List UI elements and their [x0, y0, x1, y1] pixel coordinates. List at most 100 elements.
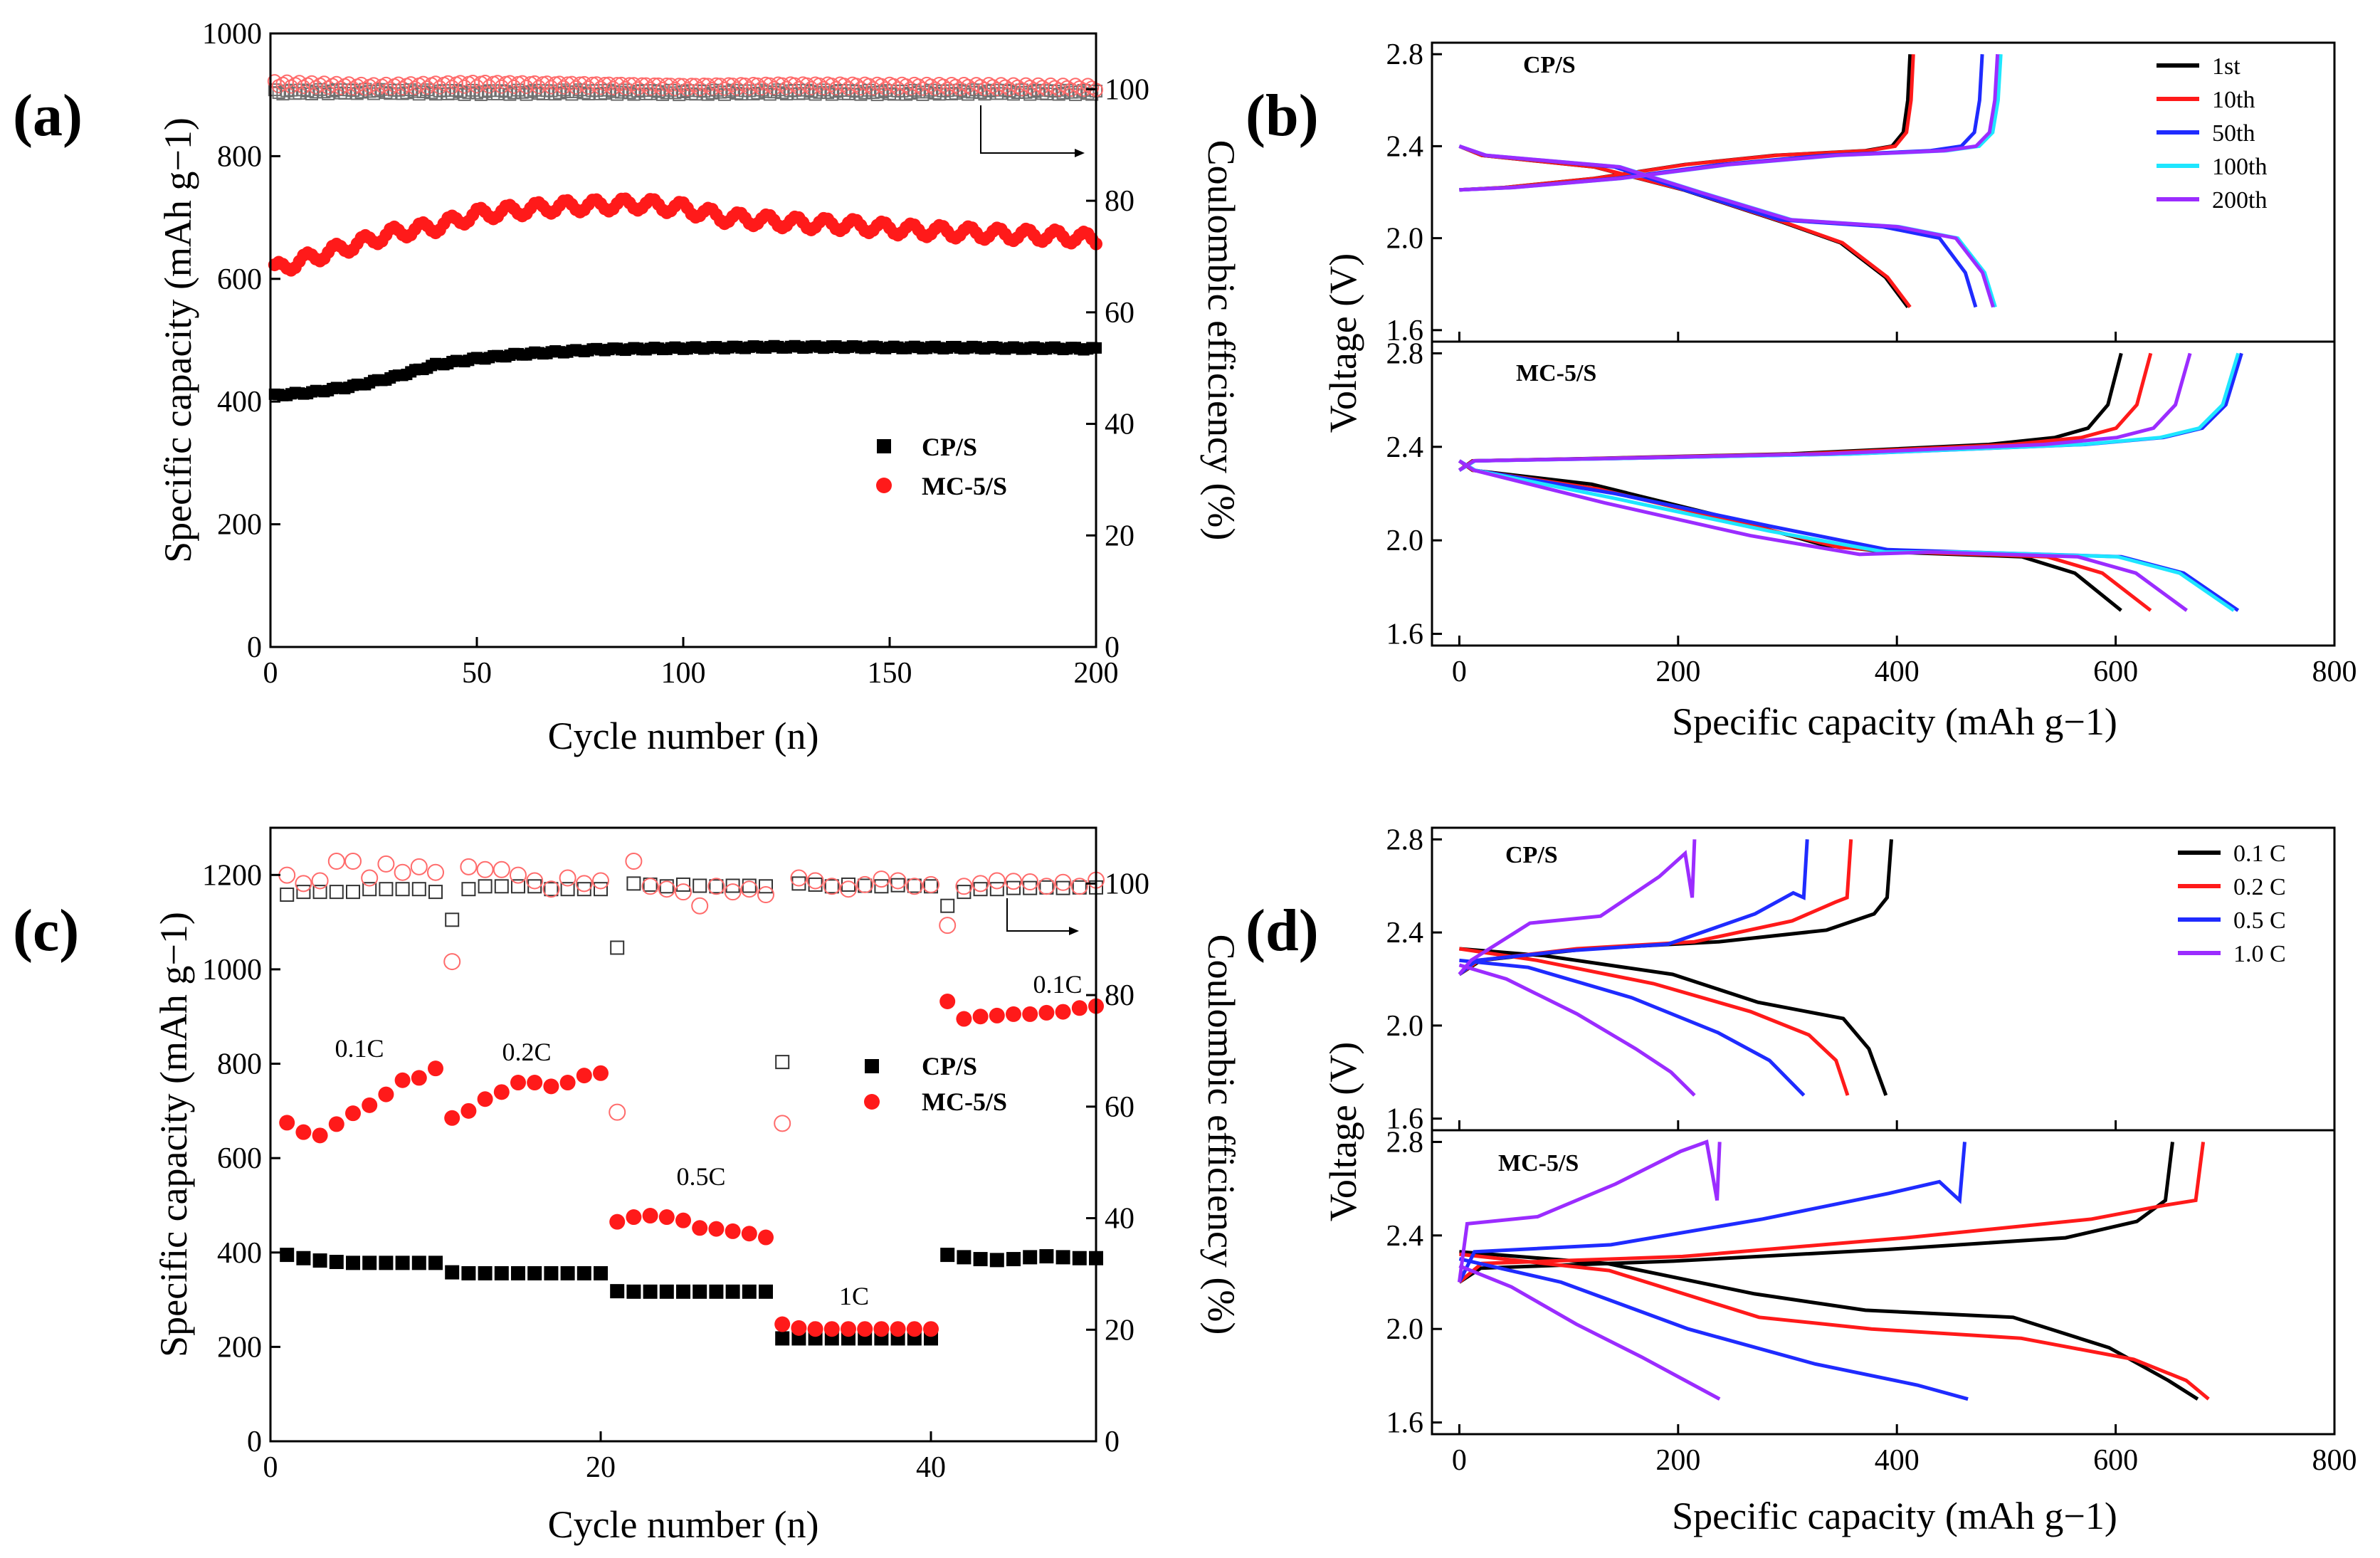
mc5s-ce-point	[939, 917, 957, 935]
cps-ce-point	[494, 879, 509, 894]
panel-c-plot-frame	[269, 826, 1097, 1443]
cps-ce-point	[561, 85, 574, 98]
a-ytick-label-3: 600	[217, 263, 262, 296]
mc5s-ce-point	[394, 863, 411, 881]
mc5s-ce-point	[641, 878, 659, 895]
panel-b-bottom-sublabel: MC-5/S	[1516, 360, 1596, 386]
cps-ce-point	[928, 86, 942, 100]
mc5s-ce-point	[774, 1115, 791, 1132]
mc5s-ce-point	[427, 863, 444, 881]
c-y2tick-label-5: 100	[1105, 868, 1149, 900]
mc5s-ce-point	[592, 872, 609, 890]
panel-c-legend-mc5s: MC-5/S	[922, 1088, 1007, 1116]
d-top-discharge-c01	[1459, 947, 1888, 1096]
cps-ce-point	[272, 86, 285, 100]
d-bottom-ytick-label-2: 2.4	[1386, 1220, 1424, 1253]
c-y2tick-label-4: 80	[1105, 979, 1134, 1012]
legend-label-c10: 1.0 C	[2233, 941, 2286, 967]
mc5s-ce-point	[790, 869, 808, 887]
a-ytick-label-1: 200	[217, 509, 262, 542]
mc5s-ce-point	[1038, 878, 1055, 895]
mc5s-ce-point	[972, 875, 989, 893]
rate-label-0.1c: 0.1C	[335, 1034, 384, 1063]
legend-label-first: 1st	[2212, 53, 2241, 80]
panel-c-legend: CP/S MC-5/S	[864, 1052, 1007, 1116]
d-top-ytick-label-2: 2.4	[1386, 917, 1424, 949]
cps-ce-point	[643, 87, 657, 100]
cps-capacity-point	[957, 1250, 972, 1265]
b-bottom-ytick-label-0: 1.6	[1386, 619, 1424, 651]
cps-ce-point	[362, 882, 377, 897]
mc5s-capacity-point	[642, 1208, 658, 1224]
mc5s-capacity-point	[890, 1321, 906, 1337]
d-top-discharge-c10	[1458, 963, 1696, 1097]
cps-capacity-point	[676, 1284, 690, 1299]
panel-c-ce-arrow	[1006, 898, 1076, 932]
c-y2tick-label-0: 0	[1105, 1426, 1120, 1458]
panel-b-ylabel: Voltage (V)	[1322, 253, 1364, 433]
cps-ce-point	[615, 85, 628, 99]
a-y2tick-label-3: 60	[1105, 297, 1134, 330]
cps-ce-point	[400, 86, 414, 100]
b-top-ytick-label-2: 2.4	[1386, 130, 1424, 163]
mc5s-ce-point	[460, 858, 478, 875]
cps-capacity-point	[379, 1256, 394, 1270]
cps-ce-point	[528, 83, 542, 97]
b-top-discharge-twohundredth	[1458, 144, 1995, 308]
panel-a: (a) 0 50 100 150 200020040060080010000204060…	[13, 18, 1243, 757]
legend-label-fiftieth: 50th	[2212, 120, 2255, 147]
b-top-ytick-label-1: 2.0	[1386, 223, 1424, 256]
mc5s-capacity-point	[394, 1072, 411, 1088]
mc5s-ce-point	[924, 78, 938, 93]
mc5s-capacity-point	[873, 1321, 890, 1337]
a-ytick-label-4: 800	[217, 140, 262, 173]
legend-marker-cps	[865, 1059, 879, 1073]
mc5s-ce-point	[922, 875, 939, 893]
panel-b-bottom-frame	[1431, 340, 2336, 647]
cps-ce-point	[1007, 88, 1020, 101]
mc5s-capacity-point	[741, 1226, 757, 1242]
panel-a-legend-mc5s: MC-5/S	[922, 472, 1007, 500]
cps-capacity-point	[1039, 1249, 1054, 1264]
cps-capacity-point	[461, 1265, 476, 1280]
cps-capacity-point	[759, 1284, 773, 1299]
cps-capacity-point	[1023, 1250, 1038, 1265]
mc5s-capacity-point	[543, 1078, 559, 1095]
panel-c-legend-cps: CP/S	[922, 1052, 977, 1080]
cps-ce-point	[379, 86, 393, 100]
a-xtick-label-4: 200	[1074, 657, 1119, 690]
cps-ce-point	[524, 85, 537, 98]
mc5s-capacity-point	[312, 1127, 328, 1144]
mc5s-ce-point	[740, 880, 758, 898]
d-bottom-xtick-label-3: 600	[2093, 1444, 2138, 1477]
mc5s-ce-point	[675, 883, 692, 901]
cps-ce-point	[379, 882, 394, 897]
mc5s-ce-point	[476, 860, 494, 878]
cps-ce-point	[312, 885, 327, 900]
cps-ce-point	[1011, 86, 1024, 100]
b-bottom-ytick-label-2: 2.4	[1386, 431, 1424, 464]
cps-ce-point	[515, 85, 529, 99]
d-bottom-xtick-label-0: 0	[1452, 1444, 1467, 1477]
cps-ce-point	[296, 885, 311, 900]
cps-ce-point	[445, 912, 460, 927]
cps-capacity-point	[511, 1265, 525, 1280]
rate-label-0.5c: 0.5C	[676, 1162, 725, 1191]
mc5s-capacity-point	[510, 1075, 526, 1091]
panel-d-top-curves	[1458, 839, 1893, 1097]
d-bottom-discharge-c02	[1459, 1252, 2210, 1401]
cps-ce-point	[404, 83, 418, 97]
a-y2tick-label-1: 20	[1105, 520, 1134, 552]
cps-ce-point	[850, 85, 863, 98]
mc5s-ce-point	[493, 860, 510, 878]
panel-d-bottom-frame	[1431, 1129, 2336, 1436]
d-top-charge-c10	[1458, 839, 1697, 976]
cps-ce-point	[659, 879, 674, 894]
b-bottom-xtick-label-2: 400	[1875, 656, 1920, 688]
d-bottom-xtick-label-1: 200	[1655, 1444, 1700, 1477]
cps-ce-point	[722, 85, 735, 99]
cps-ce-point	[623, 86, 636, 100]
cps-ce-point	[1069, 88, 1082, 102]
cps-ce-point	[1031, 83, 1045, 97]
